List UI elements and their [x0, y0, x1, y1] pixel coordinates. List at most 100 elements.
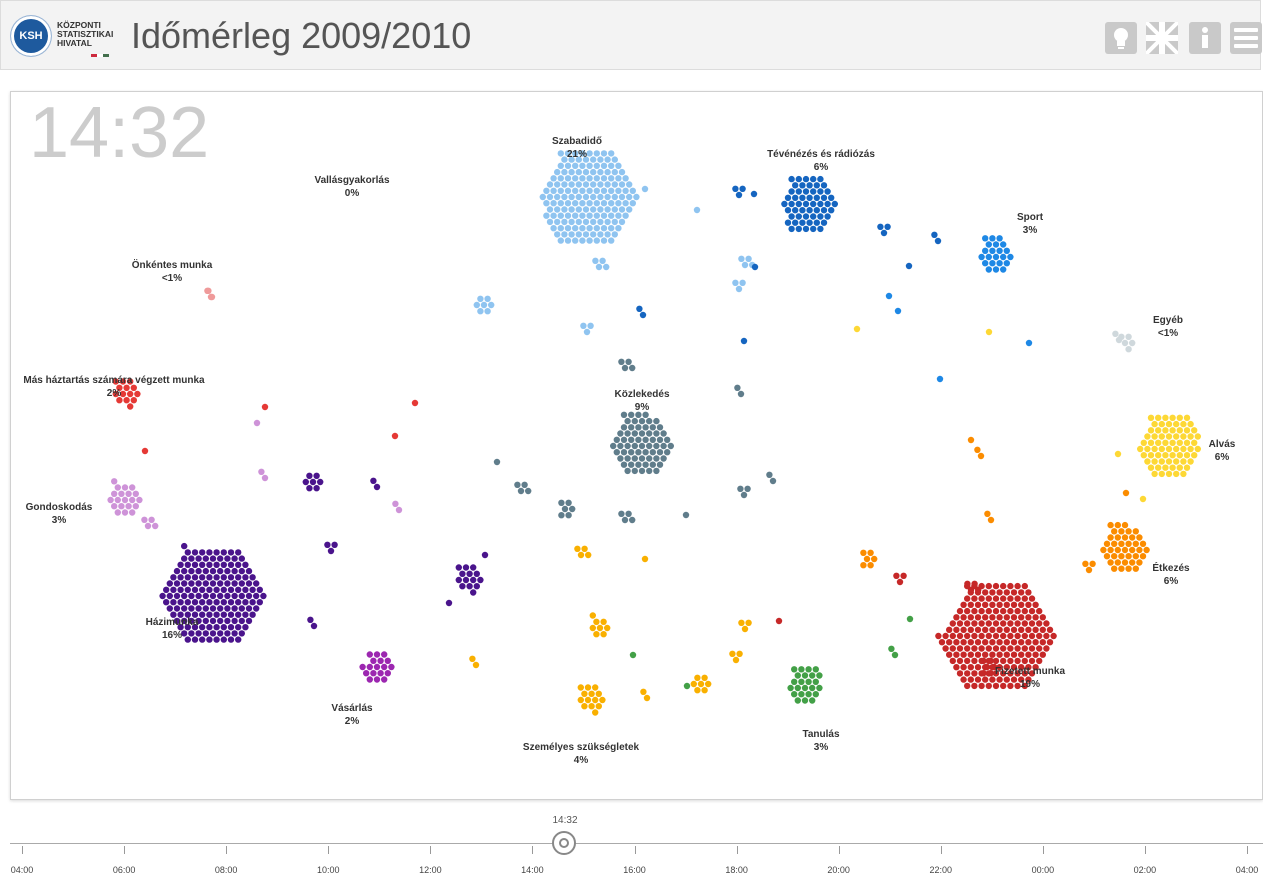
category-label-szabadido[interactable]: Szabadidő 21% — [552, 135, 602, 161]
person-dot — [557, 237, 564, 244]
person-dot — [992, 632, 1000, 640]
dot-cluster-vasarlas — [359, 651, 395, 683]
category-label-fizetett-munka[interactable]: Fizetett munka 19% — [995, 665, 1065, 691]
person-dot — [217, 567, 224, 575]
person-dot — [701, 687, 708, 694]
slider-handle[interactable] — [552, 831, 576, 855]
category-label-onkentes-munka[interactable]: Önkéntes munka <1% — [132, 259, 213, 285]
info-button[interactable] — [1189, 22, 1221, 54]
person-dot — [1114, 559, 1122, 566]
person-dot — [1025, 676, 1032, 683]
person-dot — [611, 206, 618, 213]
person-dot — [694, 674, 701, 681]
person-dot — [967, 676, 974, 683]
person-dot — [600, 150, 608, 157]
person-dot — [121, 484, 129, 491]
person-dot — [635, 424, 642, 431]
language-button[interactable] — [1146, 22, 1178, 54]
person-dot — [184, 549, 191, 556]
ksh-logo[interactable]: KSH KÖZPONTI STATISZTIKAI HIVATAL — [11, 16, 113, 57]
person-dot — [817, 213, 824, 220]
person-dot — [224, 580, 231, 587]
person-dot — [569, 505, 576, 513]
person-dot — [600, 212, 608, 219]
person-dot — [641, 555, 649, 563]
person-dot — [589, 612, 596, 619]
person-dot — [629, 651, 637, 659]
dot-cluster-moving-2 — [592, 257, 610, 271]
person-dot — [554, 218, 561, 226]
menu-button[interactable] — [1230, 22, 1262, 54]
person-dot — [564, 162, 572, 169]
person-dot — [795, 225, 802, 233]
person-dot — [199, 549, 206, 556]
person-dot — [795, 175, 802, 183]
person-dot — [188, 592, 195, 600]
person-dot — [170, 586, 177, 593]
person-dot — [586, 212, 593, 219]
category-label-kozlekedes[interactable]: Közlekedés 9% — [614, 388, 669, 414]
person-dot — [148, 516, 155, 523]
person-dot — [638, 455, 646, 462]
person-dot — [996, 664, 1003, 671]
dot-cluster-moving-6 — [732, 279, 746, 293]
person-dot — [173, 580, 181, 587]
person-dot — [989, 614, 996, 621]
person-dot — [935, 632, 942, 640]
timeline-tick — [1042, 846, 1044, 854]
person-dot — [860, 562, 867, 569]
person-dot — [554, 168, 561, 176]
category-label-mas-haztartas-szamara-vegzett-munka[interactable]: Más háztartás számára végzett munka 2% — [23, 374, 204, 400]
category-label-alvas[interactable]: Alvás 6% — [1209, 438, 1236, 464]
tips-button[interactable] — [1105, 22, 1137, 54]
person-dot — [202, 617, 209, 625]
category-name: Közlekedés — [614, 389, 670, 400]
person-dot — [256, 599, 263, 606]
slider-track[interactable] — [10, 843, 1263, 844]
person-dot — [557, 212, 564, 219]
person-dot — [960, 626, 967, 633]
person-dot — [992, 670, 1000, 677]
person-dot — [956, 670, 964, 677]
person-dot — [1028, 645, 1036, 652]
category-label-szemelyes-szuksegletek[interactable]: Személyes szükségletek 4% — [523, 741, 639, 767]
person-dot — [184, 624, 191, 631]
category-label-etkezes[interactable]: Étkezés 6% — [1152, 562, 1189, 588]
person-dot — [1000, 607, 1007, 615]
person-dot — [792, 219, 799, 226]
time-slider[interactable]: 14:32 04:00 06:00 08:00 10:00 12:00 14:00 16:0… — [0, 810, 1263, 875]
person-dot — [604, 624, 611, 632]
person-dot — [626, 181, 633, 188]
person-dot — [1139, 553, 1147, 560]
category-label-egyeb[interactable]: Egyéb <1% — [1153, 314, 1183, 340]
category-label-vasarlas[interactable]: Vásárlás 2% — [331, 702, 372, 728]
category-label-vallasgyakorlas[interactable]: Vallásgyakorlás 0% — [314, 174, 389, 200]
dot-cluster-moving-44 — [1122, 489, 1130, 497]
person-dot — [525, 487, 532, 495]
person-dot — [664, 449, 671, 456]
person-dot — [493, 458, 501, 466]
category-label-gondoskodas[interactable]: Gondoskodás 3% — [26, 501, 93, 527]
category-label-hazimunka[interactable]: Házimunka 16% — [146, 616, 199, 642]
person-dot — [377, 657, 384, 664]
person-dot — [643, 694, 651, 702]
category-label-sport[interactable]: Sport 3% — [1017, 211, 1043, 237]
person-dot — [1007, 682, 1014, 690]
person-dot — [1021, 682, 1028, 690]
person-dot — [539, 193, 546, 201]
person-dot — [953, 639, 960, 646]
category-label-tanulas[interactable]: Tanulás 3% — [802, 728, 839, 754]
person-dot — [987, 670, 994, 677]
person-dot — [649, 461, 656, 468]
category-label-tevenezes-es-radiozas[interactable]: Tévénézés és rádiózás 6% — [767, 148, 875, 174]
person-dot — [600, 187, 608, 194]
person-dot — [558, 512, 565, 519]
category-percent: 9% — [634, 402, 650, 413]
person-dot — [473, 301, 480, 309]
person-dot — [608, 200, 615, 207]
person-dot — [1032, 639, 1039, 646]
person-dot — [867, 562, 874, 569]
person-dot — [1111, 540, 1118, 547]
person-dot — [989, 639, 996, 646]
dot-cluster-moving-31 — [682, 511, 690, 519]
